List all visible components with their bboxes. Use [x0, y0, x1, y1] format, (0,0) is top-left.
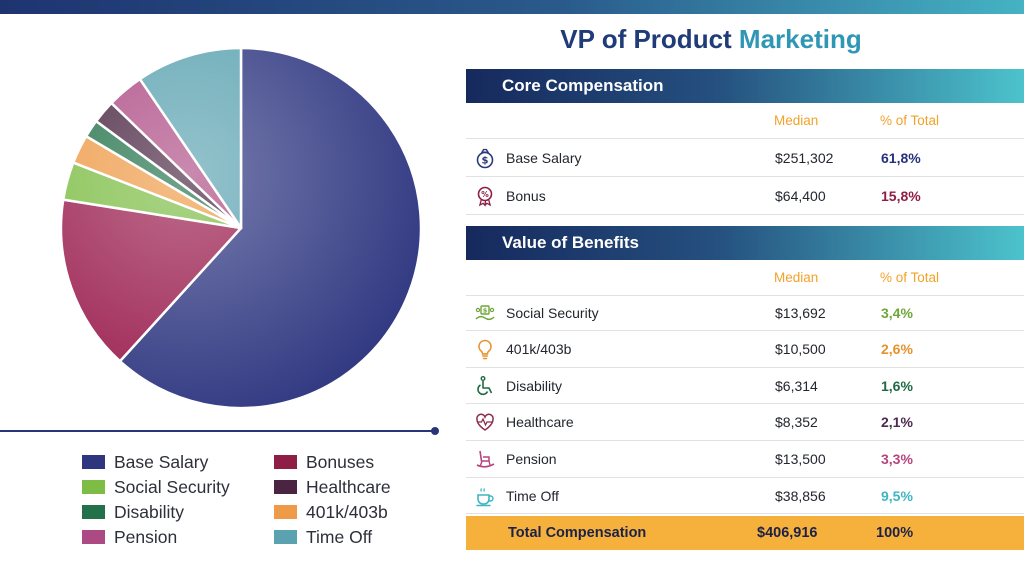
page-title: VP of Product Marketing — [466, 24, 956, 55]
row-pct: 15,8% — [881, 187, 921, 204]
legend-item-base-salary: Base Salary — [82, 451, 274, 473]
benefits-median-header: Median — [774, 270, 819, 285]
row-pct: 1,6% — [881, 377, 913, 394]
bonus-badge-icon: % — [474, 185, 496, 207]
row-median: $13,500 — [775, 451, 826, 467]
benefits-title: Value of Benefits — [502, 233, 639, 252]
legend-swatch — [82, 505, 105, 519]
svg-text:%: % — [481, 190, 489, 199]
core-column-headers: Median % of Total — [466, 103, 1024, 139]
legend-item-disability: Disability — [82, 501, 274, 523]
money-bag-icon: $ — [474, 147, 496, 169]
legend-swatch — [82, 455, 105, 469]
table-row: $ Social Security $13,692 3,4% — [466, 296, 1024, 331]
row-median: $13,692 — [775, 305, 826, 321]
core-compensation-header: Core Compensation — [466, 69, 1024, 103]
row-label: Time Off — [506, 487, 559, 504]
row-pct: 2,6% — [881, 341, 913, 357]
benefits-column-headers: Median % of Total — [466, 260, 1024, 296]
svg-text:$: $ — [483, 307, 488, 315]
legend-label: Bonuses — [306, 451, 375, 472]
legend-swatch — [82, 480, 105, 494]
row-label: Base Salary — [506, 149, 582, 166]
heart-pulse-icon — [474, 411, 496, 433]
row-median: $10,500 — [775, 341, 826, 357]
row-median: $38,856 — [775, 487, 826, 504]
legend-swatch — [274, 530, 297, 544]
legend-label: Base Salary — [114, 451, 209, 472]
wheelchair-icon — [474, 375, 496, 397]
legend-label: Healthcare — [306, 476, 391, 497]
legend-item-bonuses: Bonuses — [274, 451, 422, 473]
row-label: 401k/403b — [506, 341, 572, 357]
chart-divider — [0, 430, 436, 432]
legend-swatch — [82, 530, 105, 544]
row-label: Bonus — [506, 187, 546, 204]
row-label: Social Security — [506, 305, 599, 321]
row-pct: 3,4% — [881, 305, 913, 321]
value-of-benefits-header: Value of Benefits — [466, 226, 1024, 260]
svg-text:$: $ — [482, 155, 489, 166]
row-pct: 61,8% — [881, 149, 921, 166]
row-label: Pension — [506, 451, 557, 467]
legend-label: Time Off — [306, 526, 373, 547]
legend-label: 401k/403b — [306, 501, 388, 522]
row-label: Healthcare — [506, 414, 574, 430]
table-row: Time Off $38,856 9,5% — [466, 478, 1024, 514]
table-row: Pension $13,500 3,3% — [466, 441, 1024, 478]
legend-item-401k-403b: 401k/403b — [274, 501, 422, 523]
rocking-chair-icon — [474, 448, 496, 470]
table-row: 401k/403b $10,500 2,6% — [466, 331, 1024, 368]
legend-item-healthcare: Healthcare — [274, 476, 422, 498]
core-pct-header: % of Total — [880, 113, 940, 128]
legend-label: Disability — [114, 501, 185, 522]
title-accent: Marketing — [738, 24, 862, 54]
legend-item-social-security: Social Security — [82, 476, 274, 498]
benefits-pct-header: % of Total — [880, 270, 940, 285]
row-pct: 3,3% — [881, 451, 913, 467]
row-pct: 2,1% — [881, 414, 913, 430]
divider-dot — [431, 427, 439, 435]
chart-legend: Base Salary Bonuses Social Security Healthc… — [82, 451, 422, 548]
total-label: Total Compensation — [508, 525, 647, 541]
row-median: $8,352 — [775, 414, 818, 430]
legend-label: Pension — [114, 526, 178, 547]
core-median-header: Median — [774, 113, 819, 128]
total-pct: 100% — [876, 525, 914, 541]
row-median: $251,302 — [775, 149, 834, 166]
table-row: $ Base Salary $251,302 61,8% — [466, 139, 1024, 177]
row-median: $64,400 — [775, 187, 826, 204]
social-security-icon: $ — [474, 302, 496, 324]
top-accent-bar — [0, 0, 1024, 14]
legend-item-pension: Pension — [82, 526, 274, 548]
title-lead: VP of Product — [560, 24, 739, 54]
row-label: Disability — [506, 377, 563, 394]
legend-item-time-off: Time Off — [274, 526, 422, 548]
total-value: $406,916 — [757, 525, 818, 541]
table-row: % Bonus $64,400 15,8% — [466, 177, 1024, 215]
legend-label: Social Security — [114, 476, 230, 497]
row-pct: 9,5% — [881, 487, 913, 504]
total-compensation-bar: Total Compensation $406,916 100% — [466, 516, 1024, 550]
row-median: $6,314 — [775, 377, 818, 394]
pie-chart — [59, 46, 423, 410]
core-compensation-title: Core Compensation — [502, 76, 664, 95]
legend-swatch — [274, 480, 297, 494]
legend-swatch — [274, 455, 297, 469]
table-row: Healthcare $8,352 2,1% — [466, 404, 1024, 441]
coffee-cup-icon — [474, 485, 496, 507]
table-row: Disability $6,314 1,6% — [466, 368, 1024, 404]
lightbulb-icon — [474, 338, 496, 360]
legend-swatch — [274, 505, 297, 519]
